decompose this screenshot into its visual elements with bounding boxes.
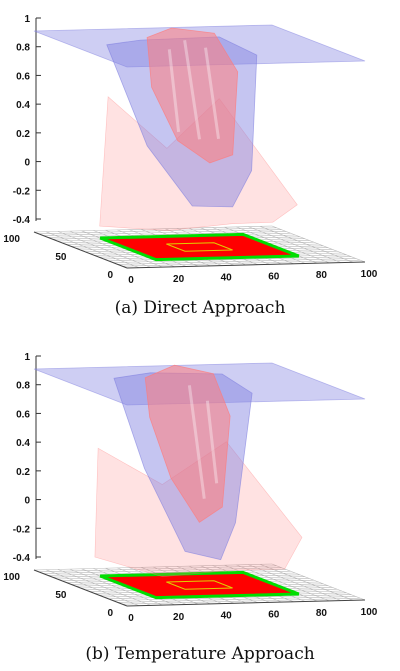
z-tick-label: 1 bbox=[24, 14, 30, 25]
x-tick-label: 60 bbox=[268, 271, 280, 282]
y-axis-line bbox=[33, 231, 128, 269]
surface-highlight bbox=[205, 400, 219, 484]
surface-plot-direct: 1 0.8 0.6 0.4 0.2 0 -0.2 -0.4 0 20 40 60 80 100 0 50 100 bbox=[0, 0, 400, 330]
x-tick-label: 0 bbox=[128, 275, 134, 286]
floor-region-inner bbox=[166, 242, 233, 252]
x-axis-line bbox=[126, 261, 366, 269]
red-surface-plateau bbox=[144, 364, 231, 523]
x-tick-label: 40 bbox=[221, 611, 233, 622]
floor-region-inner bbox=[166, 580, 233, 590]
x-tick-label: 60 bbox=[268, 609, 280, 620]
floor-grid-line-y bbox=[43, 229, 282, 236]
x-axis-line bbox=[126, 599, 366, 607]
floor-region-outer bbox=[99, 570, 300, 600]
floor-grid-line-y bbox=[38, 227, 277, 235]
surface-highlight bbox=[204, 47, 221, 140]
y-tick-label: 0 bbox=[107, 608, 113, 619]
x-tick-label: 80 bbox=[316, 608, 328, 619]
z-tick-label: 0.8 bbox=[16, 381, 30, 392]
floor-region-outer bbox=[99, 232, 300, 262]
red-surface-flare bbox=[99, 96, 298, 231]
z-tick-label: -0.2 bbox=[13, 524, 31, 535]
z-tick-label: -0.4 bbox=[13, 215, 31, 226]
caption-temperature-approach: (b) Temperature Approach bbox=[85, 644, 315, 664]
floor-grid-line-x bbox=[271, 563, 366, 601]
z-tick-label: 0.6 bbox=[16, 71, 30, 82]
x-tick-label: 20 bbox=[173, 612, 185, 623]
floor-grid-line-y bbox=[43, 567, 282, 574]
x-tick-label: 20 bbox=[173, 274, 185, 285]
z-tick-label: 0 bbox=[24, 158, 30, 169]
floor-grid-line-x bbox=[248, 226, 342, 263]
surface-plot-temperature: 1 0.8 0.6 0.4 0.2 0 -0.2 -0.4 0 20 40 60 80 100 0 50 100 bbox=[0, 338, 400, 671]
floor-grid-line-y bbox=[33, 563, 273, 571]
z-tick-label: 0 bbox=[24, 496, 30, 507]
y-tick-label: 100 bbox=[3, 572, 20, 583]
y-axis-line bbox=[33, 569, 128, 607]
floor-grid-line-y bbox=[33, 225, 273, 233]
z-tick-label: 0.2 bbox=[16, 129, 30, 140]
y-tick-label: 0 bbox=[107, 270, 113, 281]
y-tick-label: 50 bbox=[55, 252, 67, 263]
surface-highlight bbox=[187, 385, 206, 499]
floor-grid-line-y bbox=[38, 565, 277, 573]
z-tick-label: 0.6 bbox=[16, 409, 30, 420]
y-tick-label: 50 bbox=[55, 590, 67, 601]
x-tick-label: 0 bbox=[128, 613, 134, 624]
floor-grid-line-x bbox=[259, 226, 354, 263]
z-tick-label: 1 bbox=[24, 352, 30, 363]
floor-grid-line-y bbox=[47, 569, 286, 576]
x-tick-label: 100 bbox=[361, 607, 378, 618]
floor-grid-line-x bbox=[236, 564, 330, 602]
x-tick-label: 80 bbox=[316, 270, 328, 281]
surface-plot-temperature-svg: 1 0.8 0.6 0.4 0.2 0 -0.2 -0.4 0 20 40 60 80 100 0 50 100 bbox=[3, 352, 378, 624]
z-tick-label: -0.4 bbox=[13, 553, 31, 564]
floor-grid-line-x bbox=[259, 564, 354, 601]
floor-grid-line-y bbox=[47, 231, 286, 238]
x-tick-label: 40 bbox=[221, 273, 233, 284]
z-tick-label: 0.4 bbox=[16, 438, 30, 449]
red-surface-plateau bbox=[146, 27, 239, 164]
surface-highlight bbox=[183, 40, 201, 140]
surface-plot-direct-svg: 1 0.8 0.6 0.4 0.2 0 -0.2 -0.4 0 20 40 60 80 100 0 50 100 bbox=[3, 14, 378, 286]
surface-highlight bbox=[167, 49, 181, 133]
floor-grid-line-x bbox=[248, 564, 342, 601]
floor-grid-line-x bbox=[271, 225, 366, 263]
z-tick-label: 0.4 bbox=[16, 100, 30, 111]
z-tick-label: 0.8 bbox=[16, 43, 30, 54]
caption-direct-approach: (a) Direct Approach bbox=[114, 298, 286, 318]
x-tick-label: 100 bbox=[361, 269, 378, 280]
floor-grid-line-x bbox=[236, 226, 330, 264]
z-tick-label: 0.2 bbox=[16, 467, 30, 478]
z-tick-label: -0.2 bbox=[13, 186, 31, 197]
y-tick-label: 100 bbox=[3, 234, 20, 245]
